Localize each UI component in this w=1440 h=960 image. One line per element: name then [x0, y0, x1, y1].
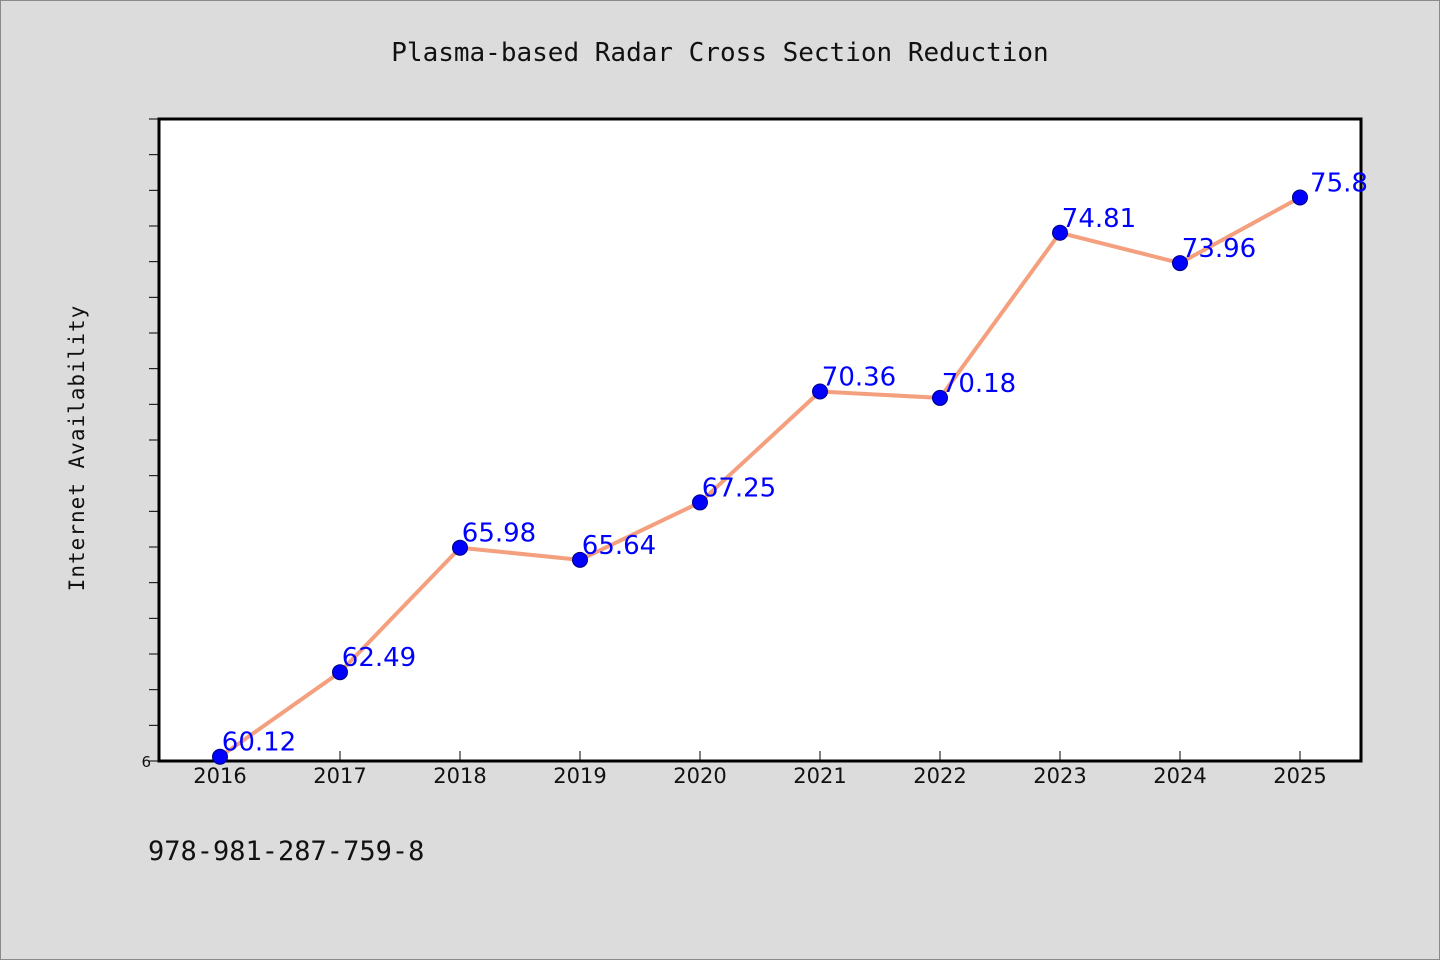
data-point: [212, 748, 228, 765]
data-label: 73.96: [1182, 234, 1256, 264]
data-point: [812, 383, 828, 400]
data-point: [1292, 189, 1308, 206]
data-point: [1172, 255, 1188, 272]
series-group: 60.12 62.49 65.98 65.64 67.25 70.36 70.18 74.81…: [212, 168, 1368, 765]
x-axis-ticks: 2016 2017 2018 2019 2020 2021 2022 2023 2024 2025: [193, 751, 1327, 788]
data-point: [332, 664, 348, 681]
x-tick-label: 2019: [553, 764, 606, 788]
x-tick-label: 2020: [673, 764, 726, 788]
y-axis-ticks: 6: [141, 118, 159, 771]
series-line: [218, 195, 1301, 759]
y-axis-label: Internet Availability: [65, 305, 89, 592]
data-label: 74.81: [1062, 204, 1136, 234]
data-label: 67.25: [702, 473, 776, 503]
x-tick-label: 2018: [433, 764, 486, 788]
data-label: 70.18: [942, 369, 1016, 399]
data-label: 75.8: [1310, 168, 1368, 198]
data-label: 65.98: [462, 519, 536, 549]
x-tick-label: 2022: [913, 764, 966, 788]
chart-title: Plasma-based Radar Cross Section Reducti…: [391, 38, 1048, 68]
data-label: 65.64: [582, 531, 656, 561]
x-tick-label: 2024: [1153, 764, 1206, 788]
x-tick-label: 2016: [193, 764, 246, 788]
data-point: [692, 494, 708, 511]
x-tick-label: 2023: [1033, 764, 1086, 788]
x-tick-label: 2025: [1273, 764, 1326, 788]
data-label: 62.49: [342, 643, 416, 673]
data-label: 70.36: [822, 362, 896, 392]
y-tick-label: 6: [141, 753, 151, 771]
isbn-footer: 978-981-287-759-8: [148, 836, 425, 867]
x-tick-label: 2017: [313, 764, 366, 788]
data-point: [932, 389, 948, 406]
data-point: [1052, 224, 1068, 241]
data-point: [572, 551, 588, 568]
x-tick-label: 2021: [793, 764, 846, 788]
data-label: 60.12: [222, 728, 296, 758]
data-point: [452, 539, 468, 556]
